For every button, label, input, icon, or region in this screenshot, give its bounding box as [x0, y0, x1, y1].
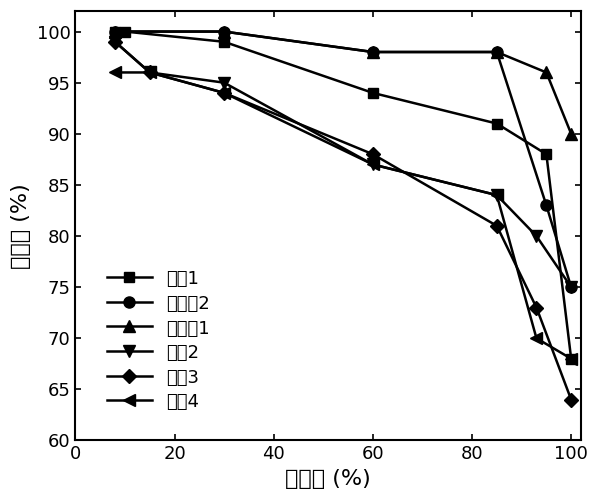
Line: 对比1: 对比1 — [110, 26, 576, 363]
对比4 — [146, 70, 154, 75]
对比1 — [221, 39, 228, 45]
对比2 — [568, 284, 575, 290]
对比4 — [533, 335, 540, 341]
对比4 — [369, 162, 376, 168]
实施䥶2 — [221, 28, 228, 34]
实施䥶1 — [221, 28, 228, 34]
实施䥶1 — [369, 49, 376, 55]
对比3 — [493, 223, 500, 229]
实施䥶2 — [543, 202, 550, 208]
Line: 对比3: 对比3 — [110, 37, 576, 405]
实施䥶1 — [543, 70, 550, 75]
实施䥶2 — [568, 284, 575, 290]
X-axis label: 转化率 (%): 转化率 (%) — [286, 469, 371, 489]
对比2 — [221, 80, 228, 86]
对比2 — [493, 192, 500, 198]
Y-axis label: 液收率 (%): 液收率 (%) — [11, 183, 31, 268]
对比3 — [112, 39, 119, 45]
Line: 实施䥶2: 实施䥶2 — [110, 26, 577, 292]
Line: 对比4: 对比4 — [109, 66, 577, 365]
Line: 实施䥶1: 实施䥶1 — [109, 26, 577, 140]
对比1 — [121, 28, 128, 34]
实施䥶1 — [112, 28, 119, 34]
对比3 — [568, 396, 575, 402]
对比1 — [493, 120, 500, 126]
对比3 — [533, 304, 540, 310]
Line: 对比2: 对比2 — [109, 36, 577, 294]
对比4 — [568, 356, 575, 362]
实施䥶2 — [369, 49, 376, 55]
对比3 — [146, 70, 154, 75]
对比4 — [493, 192, 500, 198]
对比1 — [543, 151, 550, 157]
实施䥶2 — [112, 28, 119, 34]
实施䥶2 — [493, 49, 500, 55]
对比2 — [369, 162, 376, 168]
实施䥶1 — [493, 49, 500, 55]
对比1 — [568, 356, 575, 362]
对比4 — [112, 70, 119, 75]
对比2 — [112, 39, 119, 45]
Legend: 对比1, 实施䥶2, 实施䥶1, 对比2, 对比3, 对比4: 对比1, 实施䥶2, 实施䥶1, 对比2, 对比3, 对比4 — [100, 263, 217, 418]
对比3 — [369, 151, 376, 157]
对比3 — [221, 90, 228, 96]
对比1 — [112, 28, 119, 34]
对比1 — [369, 90, 376, 96]
对比2 — [533, 233, 540, 239]
实施䥶1 — [568, 131, 575, 137]
对比2 — [146, 70, 154, 75]
对比4 — [221, 90, 228, 96]
